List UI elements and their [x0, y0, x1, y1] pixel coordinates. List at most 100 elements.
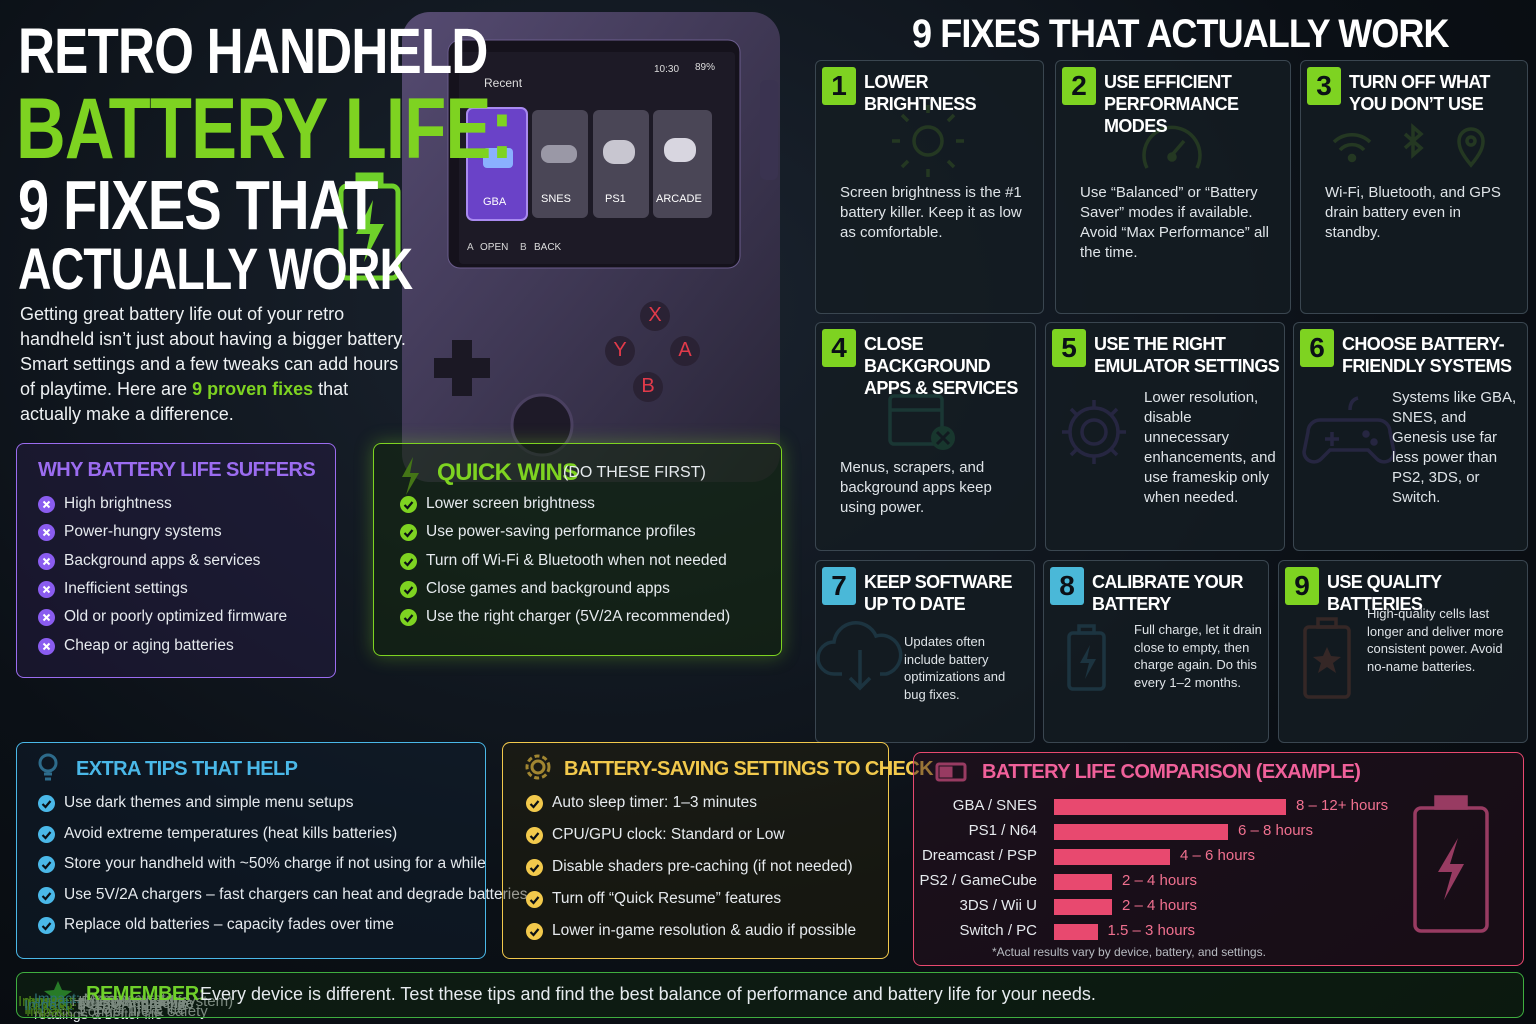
icon-glyph — [42, 529, 51, 537]
extra_tips-item: Use 5V/2A chargers – fast chargers can h… — [64, 885, 528, 903]
list-icon — [400, 496, 417, 513]
fix-number: 9 — [1285, 567, 1319, 605]
list-icon — [526, 795, 543, 812]
quick_wins-item: Lower screen brightness — [426, 495, 595, 512]
extra_tips-item: Use dark themes and simple menu setups — [64, 794, 354, 811]
why-item: High brightness — [64, 495, 172, 512]
battery-icon — [338, 172, 401, 281]
icon-glyph — [42, 557, 51, 565]
bar-value-label: 4 – 6 hours — [1180, 847, 1256, 864]
key-label: OPEN — [480, 242, 509, 253]
intro-text: that actually make a difference. — [20, 379, 349, 424]
settings-item: Auto sleep timer: 1–3 minutes — [552, 794, 758, 811]
quick_wins-item: Close games and background apps — [426, 579, 670, 597]
intro-text: Getting great battery life out of your r… — [20, 304, 406, 399]
list-icon — [38, 917, 55, 934]
why-box — [16, 443, 336, 678]
screen-time: 10:30 — [654, 64, 680, 75]
remember-text: Every device is different. Test these ti… — [200, 984, 1096, 1004]
icon-glyph — [403, 529, 414, 538]
tile-label: SNES — [541, 193, 571, 205]
fix-number: 8 — [1050, 567, 1084, 605]
bar — [1054, 874, 1112, 890]
icon-glyph — [403, 557, 414, 567]
extra_tips-box — [16, 742, 486, 959]
bar — [1054, 849, 1170, 865]
why-item: Old or poorly optimized firmware — [64, 608, 288, 626]
list-icon — [400, 552, 417, 570]
face-button: X — [648, 304, 662, 326]
fix-title: USE QUALITY BATTERIES — [1327, 572, 1442, 614]
title-line: BATTERY LIFE: — [16, 81, 513, 177]
icon-glyph — [42, 500, 51, 509]
list-icon — [526, 891, 543, 908]
icon-glyph — [529, 864, 540, 873]
bar-category: Switch / PC — [959, 922, 1037, 939]
screen-battery: 89% — [695, 62, 716, 73]
fix-title: CHOOSE BATTERY-FRIENDLY SYSTEMS — [1342, 334, 1512, 376]
fix-title: USE THE RIGHT EMULATOR SETTINGS — [1094, 334, 1280, 376]
bar-value-label: 8 – 12+ hours — [1296, 797, 1389, 814]
face-button: Y — [613, 339, 627, 361]
settings-item: Turn off “Quick Resume” features — [552, 890, 782, 907]
tile-label: GBA — [483, 196, 507, 208]
quick_wins-item: Use power-saving performance profiles — [426, 523, 696, 541]
settings-item: Disable shaders pre-caching (if not need… — [552, 858, 853, 875]
bar-category: PS2 / GameCube — [919, 872, 1037, 889]
icon-glyph — [403, 586, 414, 595]
icon-glyph — [41, 861, 52, 870]
list-icon — [526, 827, 543, 844]
icon-glyph — [529, 928, 540, 937]
face-button: B — [641, 375, 655, 397]
face-button: A — [678, 339, 692, 361]
fix-title: TURN OFF WHAT YOU DON’T USE — [1349, 72, 1490, 114]
remember-label: REMEMBER: — [86, 983, 205, 1005]
key-icon: A — [467, 242, 474, 253]
icon-glyph — [42, 500, 51, 509]
why-item: Inefficient settings — [64, 579, 188, 597]
list-icon — [38, 795, 55, 812]
quick_wins-item: Use the right charger (5V/2A recommended… — [426, 608, 731, 626]
icon-glyph — [403, 501, 414, 510]
fix-title: CALIBRATE YOUR BATTERY — [1092, 572, 1244, 614]
icon-glyph — [42, 585, 51, 594]
icon-glyph — [42, 642, 51, 650]
fix-text: Systems like GBA, SNES, and Genesis use … — [1392, 389, 1517, 506]
intro: Getting great battery life out of your r… — [20, 302, 410, 427]
tile-label: ARCADE — [656, 193, 702, 205]
list-icon — [38, 637, 55, 655]
title-line: 9 FIXES THAT — [18, 166, 378, 244]
icon-glyph — [42, 613, 51, 622]
icon-glyph — [403, 614, 414, 623]
title-line: ACTUALLY WORK — [18, 237, 413, 302]
list-icon — [400, 524, 417, 542]
icon-glyph — [42, 557, 51, 565]
extra_tips-item: Avoid extreme temperatures (heat kills b… — [64, 824, 398, 842]
fix-title: KEEP SOFTWARE UP TO DATE — [864, 572, 1012, 614]
icon-glyph — [41, 800, 52, 809]
list-icon — [526, 923, 543, 940]
settings-title: BATTERY-SAVING SETTINGS TO CHECK — [564, 758, 934, 780]
bar — [1054, 824, 1228, 840]
extra_tips-title: EXTRA TIPS THAT HELP — [76, 758, 298, 780]
icon-glyph — [529, 896, 540, 905]
title-line: RETRO HANDHELD — [18, 15, 488, 87]
fix-number: 7 — [822, 567, 856, 605]
icon-glyph — [41, 891, 52, 901]
fix-number: 3 — [1307, 67, 1341, 105]
fix-title: CLOSE BACKGROUND APPS & SERVICES — [864, 334, 1018, 398]
fix-text: Lower resolution, disable unnecessary en… — [1144, 389, 1276, 506]
fix-number: 6 — [1300, 329, 1334, 367]
list-icon — [38, 856, 55, 873]
fix-text: Updates often include battery optimizati… — [904, 634, 1006, 702]
fix-card: 9 USE QUALITY BATTERIES High-quality cells… — [1278, 560, 1528, 743]
handheld — [402, 12, 780, 482]
icon-glyph — [403, 614, 414, 623]
icon-glyph — [529, 800, 540, 809]
comparison-note: *Actual results vary by device, battery,… — [992, 945, 1266, 959]
bar — [1054, 899, 1112, 915]
tile-label: PS1 — [605, 193, 626, 205]
list-icon — [38, 825, 55, 843]
